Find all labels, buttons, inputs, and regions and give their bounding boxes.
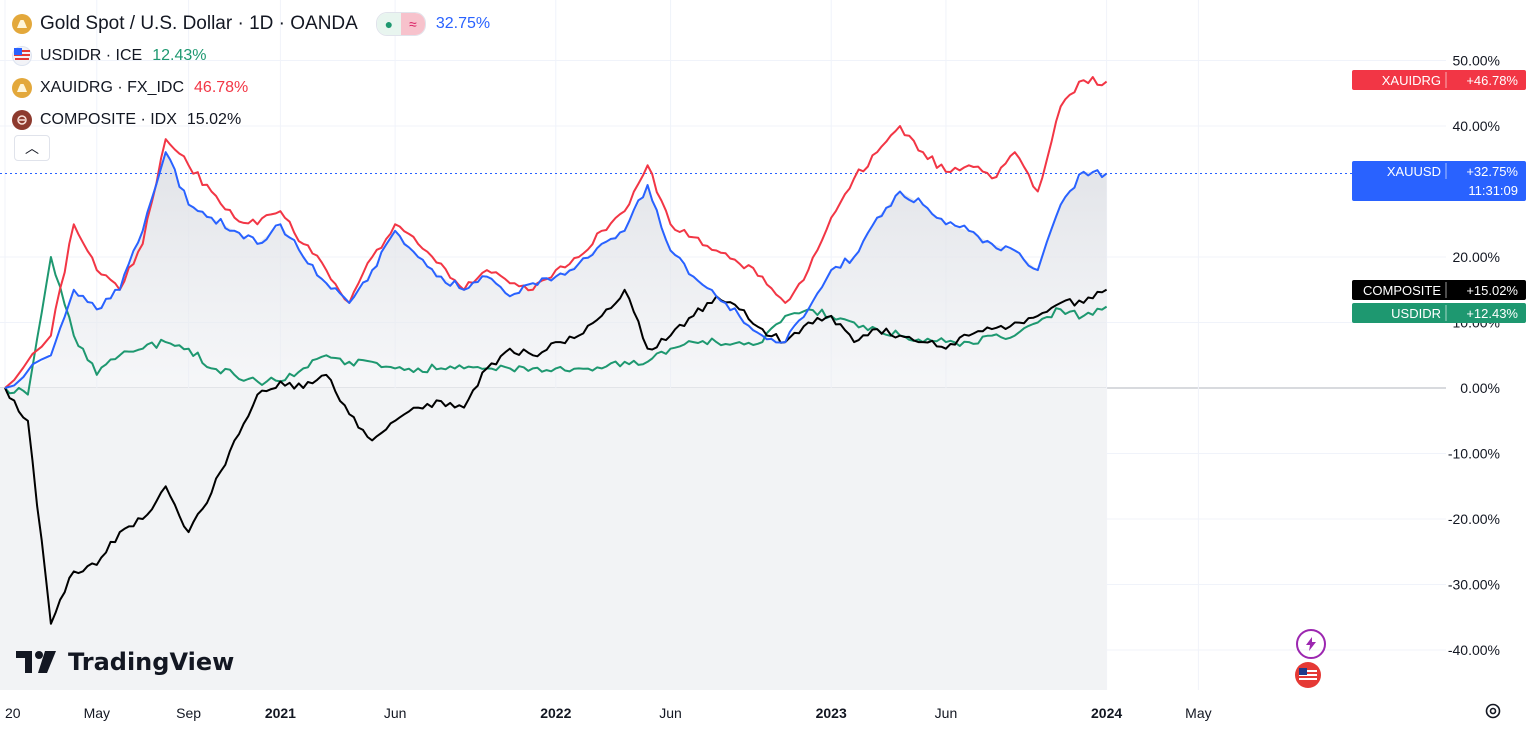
legend-item-usdidr-pct: 12.43% [152,47,207,64]
legend-item-composite[interactable]: COMPOSITE · IDX 15.02% [12,104,490,136]
badge-value: +46.78% [1466,73,1518,88]
series-line-composite [4,288,1108,625]
badge-value: +15.02% [1466,283,1518,298]
mode-toggle[interactable]: ● ≈ [375,12,426,36]
tradingview-logo-icon [16,651,56,673]
legend-item-usdidr-label: USDIDR · ICE [40,47,143,64]
x-tick-label: Jun [659,705,682,721]
gold-coin-icon [12,78,32,98]
y-tick-label: 40.00% [1453,118,1500,134]
x-tick-label: Jun [935,705,958,721]
xauusd-area-fill [5,152,1107,388]
approx-icon[interactable]: ≈ [400,13,425,35]
legend-item-composite-label: COMPOSITE · IDX [40,111,177,128]
lower-area-fill [0,388,1107,690]
legend-main-title: Gold Spot / U.S. Dollar · 1D · OANDA [40,13,358,34]
x-tick-label: Jun [384,705,407,721]
legend-item-composite-pct: 15.02% [186,111,242,128]
badge-value: +12.43% [1466,306,1518,321]
badge-countdown: 11:31:09 [1468,183,1518,198]
y-tick-label: 0.00% [1460,380,1500,396]
us-flag-button[interactable] [1295,662,1321,688]
usd-flag-icon [12,46,32,66]
badge-value: +32.75% [1466,164,1518,179]
y-tick-label: -20.00% [1448,511,1500,527]
gold-coin-icon [12,14,32,34]
legend-item-xauidrg-pct: 46.78% [194,79,249,96]
x-tick-label: 2023 [816,705,847,721]
collapse-legend-button[interactable]: ︿ [14,135,50,161]
tradingview-logo: TradingView [16,648,234,676]
price-axis[interactable]: 50.00%40.00%20.00%10.00%0.00%-10.00%-20.… [1448,53,1500,659]
y-tick-label: 50.00% [1453,53,1500,69]
idx-icon [12,110,32,130]
y-tick-label: -10.00% [1448,446,1500,462]
series-line-xauidrg [4,76,1108,389]
legend: Gold Spot / U.S. Dollar · 1D · OANDA ● ≈… [12,8,490,136]
gear-icon [1485,703,1501,719]
series-lines [0,76,1446,625]
settings-button[interactable] [1480,698,1506,724]
badge-composite [1352,280,1526,300]
y-tick-label: -30.00% [1448,577,1500,593]
x-tick-label: Sep [176,705,201,721]
x-tick-label: 2022 [540,705,571,721]
badge-symbol: XAUUSD [1387,164,1441,179]
badge-symbol: USDIDR [1391,306,1441,321]
lightning-button[interactable] [1296,629,1326,659]
dot-icon[interactable]: ● [376,13,401,35]
badge-symbol: XAUIDRG [1382,73,1441,88]
legend-item-xauidrg-label: XAUIDRG · FX_IDC [40,79,185,96]
tradingview-logo-text: TradingView [68,648,235,676]
price-badges: XAUIDRG +46.78% XAUUSD +32.75% 11:31:09 COMPO… [1352,70,1526,323]
series-line-xauusd [4,151,1108,389]
legend-item-xauidrg[interactable]: XAUIDRG · FX_IDC 46.78% [12,72,490,104]
x-tick-label: May [84,705,110,721]
lightning-icon [1306,637,1316,651]
x-tick-label: 2024 [1091,705,1122,721]
y-tick-label: 20.00% [1453,249,1500,265]
us-flag-icon [1299,668,1317,682]
badge-xauidrg [1352,70,1526,90]
legend-item-usdidr[interactable]: USDIDR · ICE 12.43% [12,40,490,72]
badge-symbol: COMPOSITE [1363,283,1441,298]
badge-usdidr [1352,303,1526,323]
time-axis[interactable]: 20 May Sep 2021 Jun 2022 Jun 2023 Jun 2024 May [5,705,1212,721]
chevron-up-icon: ︿ [25,140,39,156]
y-tick-label: -40.00% [1448,642,1500,658]
x-tick-label: 20 [5,705,21,721]
x-tick-label: 2021 [265,705,296,721]
legend-main[interactable]: Gold Spot / U.S. Dollar · 1D · OANDA ● ≈… [12,8,490,40]
legend-main-pct: 32.75% [435,15,491,32]
badge-xauusd [1352,161,1526,201]
x-tick-label: May [1185,705,1211,721]
